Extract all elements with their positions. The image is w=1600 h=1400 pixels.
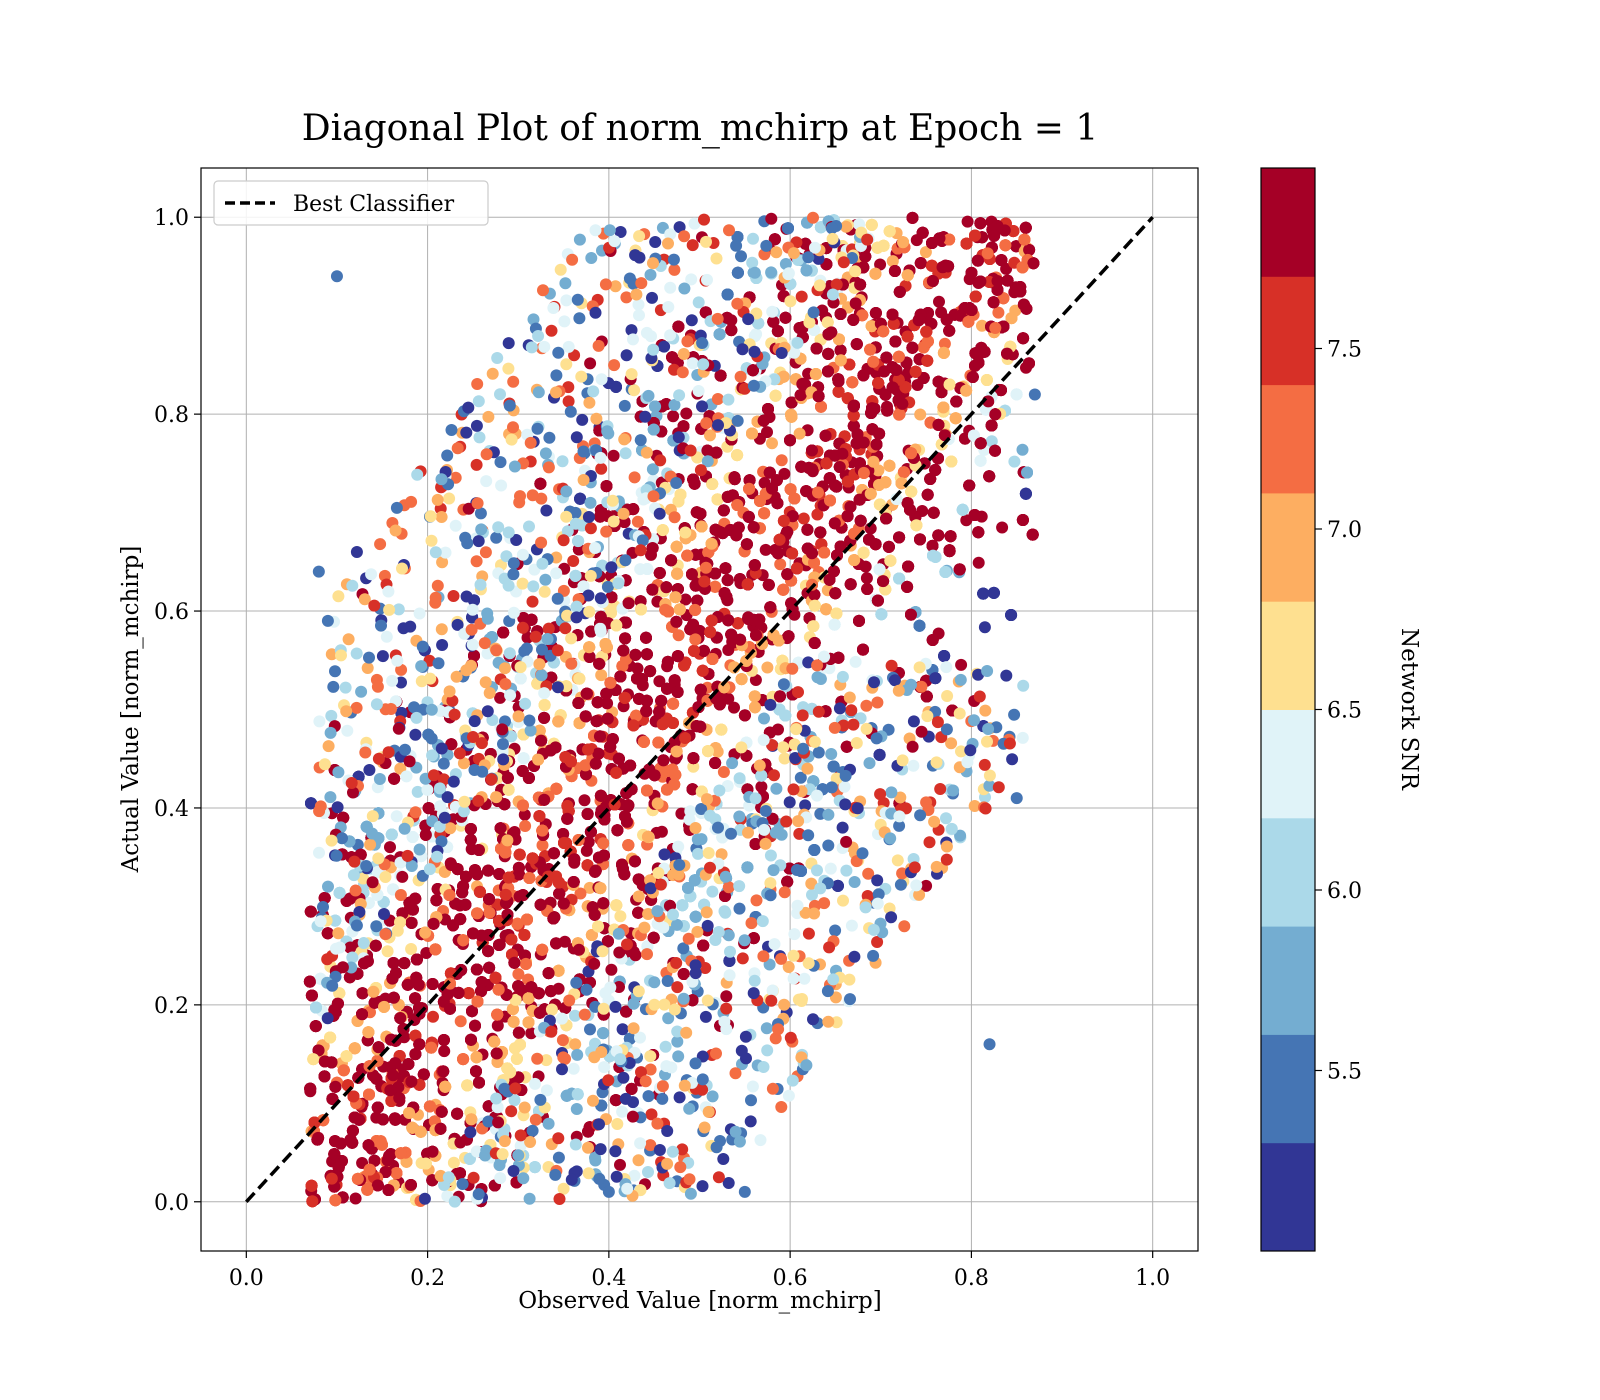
scatter-point	[749, 674, 762, 686]
scatter-point	[933, 295, 945, 308]
scatter-point	[454, 1015, 467, 1028]
scatter-point	[672, 629, 685, 642]
scatter-point	[540, 504, 553, 517]
scatter-point	[679, 593, 692, 606]
scatter-point	[919, 246, 932, 259]
scatter-point	[653, 675, 666, 688]
scatter-point	[574, 887, 587, 900]
scatter-point	[491, 1019, 504, 1032]
chart-title: Diagonal Plot of norm_mchirp at Epoch = …	[302, 108, 1099, 149]
scatter-point	[580, 844, 593, 857]
scatter-points	[303, 211, 1041, 1208]
scatter-point	[646, 291, 658, 304]
scatter-point	[536, 839, 549, 852]
scatter-point	[728, 701, 740, 714]
scatter-point	[667, 410, 680, 423]
scatter-point	[976, 319, 988, 332]
scatter-point	[779, 258, 792, 270]
scatter-point	[540, 1084, 553, 1097]
scatter-point	[381, 945, 394, 958]
scatter-point	[774, 558, 787, 571]
scatter-point	[349, 1192, 362, 1205]
scatter-point	[584, 357, 597, 370]
scatter-point	[601, 697, 614, 710]
scatter-point	[687, 760, 700, 773]
scatter-point	[972, 556, 985, 569]
scatter-point	[411, 785, 424, 798]
scatter-point	[583, 881, 596, 894]
scatter-point	[512, 968, 525, 981]
scatter-point	[996, 521, 1009, 534]
scatter-point	[363, 764, 376, 776]
scatter-point	[595, 669, 608, 682]
scatter-point	[823, 662, 836, 675]
scatter-point	[914, 408, 927, 421]
scatter-point	[1016, 443, 1029, 456]
scatter-point	[607, 449, 620, 462]
scatter-point	[438, 1045, 451, 1058]
scatter-point	[578, 794, 591, 807]
scatter-point	[759, 543, 772, 556]
scatter-point	[405, 943, 418, 955]
scatter-point	[706, 885, 719, 898]
scatter-point	[427, 1010, 439, 1023]
scatter-point	[860, 572, 873, 585]
scatter-point	[938, 337, 951, 350]
scatter-point	[420, 947, 433, 959]
scatter-point	[655, 825, 668, 838]
scatter-point	[992, 306, 1005, 319]
scatter-point	[886, 255, 899, 268]
scatter-point	[961, 215, 974, 228]
scatter-point	[766, 437, 778, 450]
scatter-point	[985, 435, 998, 448]
scatter-point	[793, 427, 806, 440]
scatter-point	[519, 820, 532, 832]
scatter-point	[755, 780, 768, 793]
scatter-point	[384, 841, 396, 854]
scatter-point	[874, 258, 887, 271]
scatter-point	[447, 1156, 460, 1169]
scatter-point	[978, 621, 991, 634]
scatter-point	[518, 808, 531, 821]
scatter-point	[680, 407, 693, 420]
scatter-point	[797, 512, 810, 525]
scatter-point	[1008, 455, 1021, 468]
scatter-point	[605, 963, 618, 976]
scatter-point	[775, 454, 788, 467]
scatter-point	[620, 349, 633, 362]
scatter-point	[1000, 262, 1013, 275]
scatter-point	[761, 661, 774, 674]
scatter-point	[915, 725, 928, 738]
